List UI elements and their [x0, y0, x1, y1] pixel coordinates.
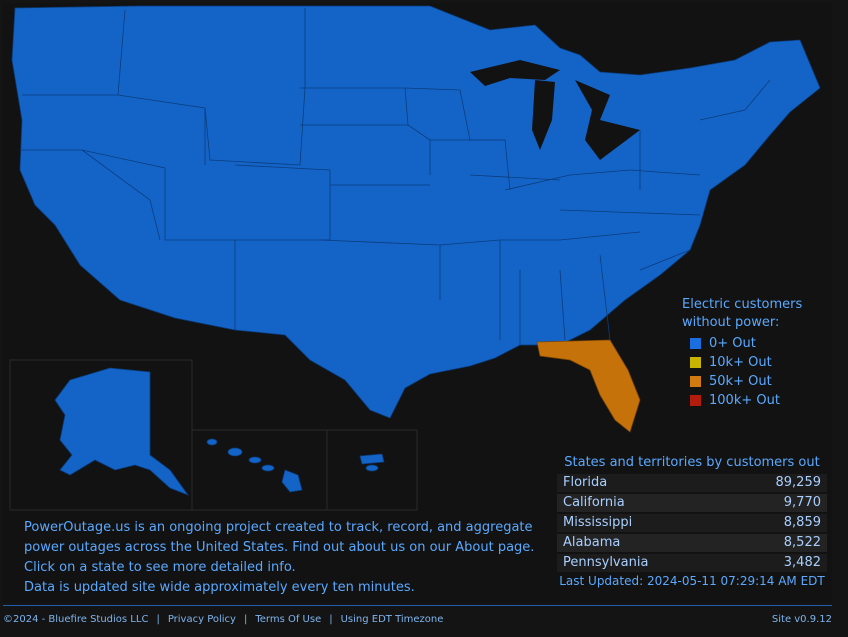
great-lake-michigan: [532, 80, 555, 150]
legend-item: 100k+ Out: [690, 391, 822, 410]
table-rows: Florida 89,259 California 9,770 Mississi…: [557, 474, 827, 572]
legend-label: 100k+ Out: [709, 392, 780, 408]
about-line: Click on a state to see more detailed in…: [24, 560, 296, 575]
legend-swatch-100k: [690, 395, 701, 406]
outage-table: States and territories by customers out …: [557, 452, 827, 588]
row-state[interactable]: California: [563, 495, 625, 510]
legend-swatch-0: [690, 338, 701, 349]
row-state[interactable]: Florida: [563, 475, 608, 490]
separator: |: [156, 613, 160, 625]
table-row[interactable]: California 9,770: [557, 494, 827, 512]
state-mainland[interactable]: [11, 5, 821, 419]
legend-label: 10k+ Out: [709, 354, 772, 370]
footer: ©2024 - Bluefire Studios LLC | Privacy Pol…: [3, 605, 832, 632]
terms-link[interactable]: Terms Of Use: [255, 613, 322, 625]
row-count: 3,482: [783, 555, 821, 570]
state-borders: [20, 8, 771, 345]
timezone-link[interactable]: Using EDT Timezone: [340, 613, 444, 625]
legend: Electric customers without power: 0+ Out…: [682, 296, 822, 410]
table-row[interactable]: Florida 89,259: [557, 474, 827, 492]
row-state[interactable]: Pennsylvania: [563, 555, 649, 570]
about-line: power outages across the United States. …: [24, 540, 535, 555]
great-lake-huron-erie: [575, 80, 640, 160]
about-line: Data is updated site wide approximately …: [24, 580, 415, 595]
legend-title-line1: Electric customers: [682, 297, 803, 312]
table-row[interactable]: Mississippi 8,859: [557, 514, 827, 532]
legend-title: Electric customers without power:: [682, 296, 822, 332]
table-row[interactable]: Alabama 8,522: [557, 534, 827, 552]
territory-vi[interactable]: [365, 464, 379, 472]
about-line: PowerOutage.us is an ongoing project cre…: [24, 520, 533, 535]
puerto-rico-inset: [326, 429, 418, 511]
row-state[interactable]: Alabama: [563, 535, 621, 550]
table-row[interactable]: Pennsylvania 3,482: [557, 554, 827, 572]
last-updated: Last Updated: 2024-05-11 07:29:14 AM EDT: [559, 574, 825, 588]
state-florida[interactable]: [536, 339, 641, 433]
state-alaska[interactable]: [54, 367, 190, 496]
privacy-policy-link[interactable]: Privacy Policy: [167, 613, 236, 625]
territory-puerto-rico[interactable]: [359, 453, 385, 465]
separator: |: [243, 613, 248, 625]
row-count: 8,859: [783, 515, 821, 530]
about-text: PowerOutage.us is an ongoing project cre…: [24, 518, 544, 598]
site-version: Site v0.9.12: [771, 613, 832, 625]
row-state[interactable]: Mississippi: [563, 515, 633, 530]
legend-item: 50k+ Out: [690, 372, 822, 391]
legend-title-line2: without power:: [682, 315, 780, 330]
table-title: States and territories by customers out: [564, 455, 820, 470]
separator: |: [329, 613, 333, 625]
great-lake-superior: [470, 60, 560, 86]
footer-links: ©2024 - Bluefire Studios LLC | Privacy Pol…: [3, 614, 451, 625]
legend-swatch-10k: [690, 357, 701, 368]
row-count: 9,770: [783, 495, 821, 510]
copyright: ©2024 - Bluefire Studios LLC: [3, 613, 149, 625]
row-count: 89,259: [775, 475, 822, 490]
legend-label: 50k+ Out: [709, 373, 772, 389]
state-hawaii[interactable]: [206, 438, 303, 493]
legend-item: 0+ Out: [690, 334, 822, 353]
legend-item: 10k+ Out: [690, 353, 822, 372]
legend-label: 0+ Out: [709, 335, 756, 351]
legend-swatch-50k: [690, 376, 701, 387]
row-count: 8,522: [783, 535, 821, 550]
